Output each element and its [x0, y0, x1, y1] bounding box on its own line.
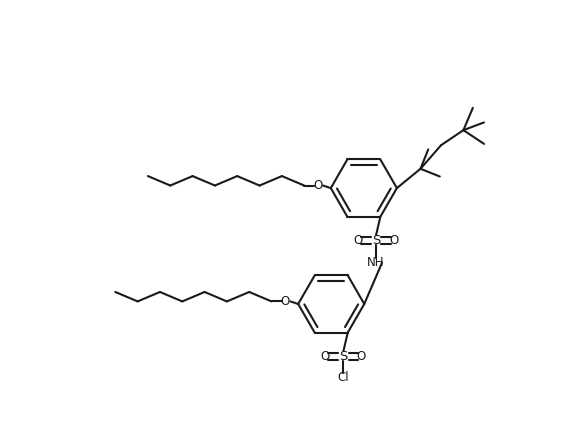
Text: S: S — [339, 350, 348, 363]
Text: O: O — [353, 234, 362, 247]
Text: O: O — [389, 234, 398, 247]
Text: NH: NH — [368, 256, 385, 269]
Text: Cl: Cl — [338, 371, 349, 384]
Text: O: O — [313, 179, 323, 192]
Text: O: O — [321, 350, 330, 363]
Text: O: O — [357, 350, 366, 363]
Text: O: O — [280, 295, 290, 308]
Text: S: S — [372, 234, 380, 247]
